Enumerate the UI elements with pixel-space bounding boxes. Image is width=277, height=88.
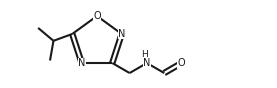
Text: N: N: [78, 58, 85, 68]
Text: N: N: [143, 58, 151, 68]
Text: O: O: [93, 11, 101, 21]
Text: O: O: [178, 58, 185, 68]
Text: N: N: [118, 29, 125, 39]
Text: H: H: [142, 50, 148, 59]
